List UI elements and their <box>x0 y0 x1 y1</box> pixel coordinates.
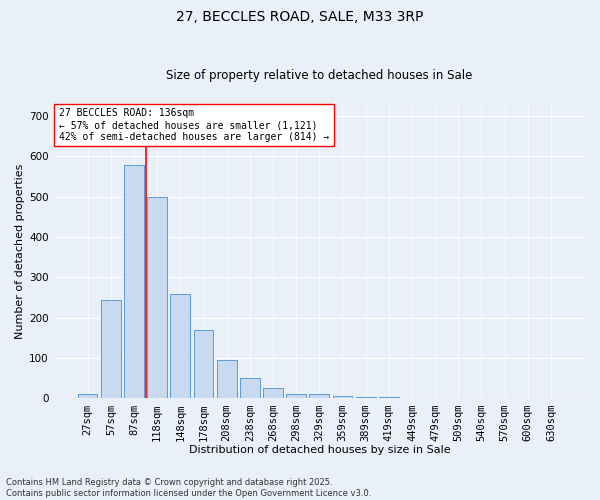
Bar <box>101 300 121 398</box>
Bar <box>286 394 306 398</box>
Bar <box>310 394 329 398</box>
Bar <box>148 197 167 398</box>
X-axis label: Distribution of detached houses by size in Sale: Distribution of detached houses by size … <box>188 445 450 455</box>
Bar <box>78 394 97 398</box>
Text: 27, BECCLES ROAD, SALE, M33 3RP: 27, BECCLES ROAD, SALE, M33 3RP <box>176 10 424 24</box>
Bar <box>263 388 283 398</box>
Bar <box>194 330 214 398</box>
Bar <box>217 360 236 399</box>
Text: Contains HM Land Registry data © Crown copyright and database right 2025.
Contai: Contains HM Land Registry data © Crown c… <box>6 478 371 498</box>
Bar <box>170 294 190 399</box>
Bar <box>332 396 352 398</box>
Bar <box>124 164 144 398</box>
Text: 27 BECCLES ROAD: 136sqm
← 57% of detached houses are smaller (1,121)
42% of semi: 27 BECCLES ROAD: 136sqm ← 57% of detache… <box>59 108 329 142</box>
Bar <box>379 397 398 398</box>
Bar <box>240 378 260 398</box>
Y-axis label: Number of detached properties: Number of detached properties <box>15 164 25 339</box>
Title: Size of property relative to detached houses in Sale: Size of property relative to detached ho… <box>166 69 473 82</box>
